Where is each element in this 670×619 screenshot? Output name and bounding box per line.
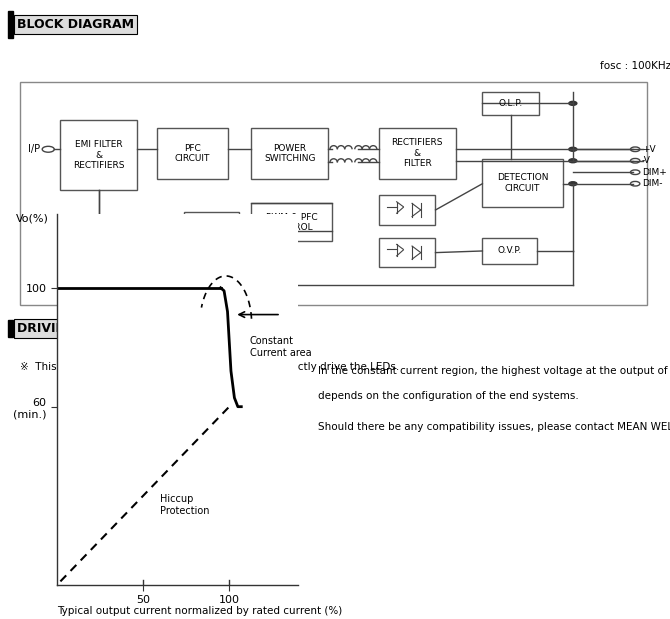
Bar (251, 128, 328, 179)
Text: Should there be any compatibility issues, please contact MEAN WELL.: Should there be any compatibility issues… (318, 422, 670, 432)
Circle shape (569, 159, 577, 163)
Text: POWER
SWITCHING: POWER SWITCHING (264, 144, 316, 163)
Text: Constant
Current area: Constant Current area (250, 337, 312, 358)
Bar (251, 204, 332, 241)
Bar (60, 119, 137, 190)
Bar (184, 212, 239, 241)
Text: -V: -V (642, 156, 651, 165)
Bar (8, 12, 13, 38)
Text: fosc : 100KHz: fosc : 100KHz (600, 61, 670, 71)
Text: PWM & PFC
CONTROL: PWM & PFC CONTROL (265, 212, 318, 232)
Text: In the constant current region, the highest voltage at the output of the driver: In the constant current region, the high… (318, 366, 670, 376)
Text: DRIVING METHODS OF LED MODULE: DRIVING METHODS OF LED MODULE (17, 322, 269, 335)
Text: PFC
CIRCUIT: PFC CIRCUIT (175, 144, 210, 163)
Bar (379, 128, 456, 179)
Text: EMI FILTER
&
RECTIFIERS: EMI FILTER & RECTIFIERS (73, 140, 125, 170)
Text: Vo(%): Vo(%) (15, 214, 48, 223)
Circle shape (569, 102, 577, 105)
Bar (379, 238, 436, 267)
Text: Hiccup
Protection: Hiccup Protection (160, 494, 210, 516)
Text: ※  This series works in constant current mode to directly drive the LEDs.: ※ This series works in constant current … (20, 362, 399, 372)
Text: BLOCK DIAGRAM: BLOCK DIAGRAM (17, 18, 134, 31)
Text: Typical output current normalized by rated current (%): Typical output current normalized by rat… (57, 606, 342, 616)
Bar (482, 92, 539, 115)
Text: DIM+: DIM+ (642, 168, 667, 177)
Text: I/P: I/P (28, 144, 40, 154)
Text: RECTIFIERS
&
FILTER: RECTIFIERS & FILTER (391, 139, 443, 168)
Text: O.L.P.: O.L.P. (498, 99, 523, 108)
Text: O.L.P.: O.L.P. (200, 222, 224, 231)
Text: depends on the configuration of the end systems.: depends on the configuration of the end … (318, 391, 579, 401)
Bar (8, 320, 13, 337)
Text: DIM-: DIM- (642, 180, 663, 188)
Circle shape (569, 182, 577, 186)
Circle shape (569, 147, 577, 151)
Text: +V: +V (642, 145, 655, 154)
Bar (482, 159, 563, 207)
Bar (482, 238, 537, 264)
Bar (157, 128, 228, 179)
Text: O.V.P.: O.V.P. (498, 246, 522, 256)
Bar (379, 195, 436, 225)
Bar (20, 82, 647, 305)
Text: DETECTION
CIRCUIT: DETECTION CIRCUIT (497, 173, 548, 193)
